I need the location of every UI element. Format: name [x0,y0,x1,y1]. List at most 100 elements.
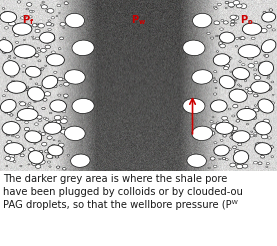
Ellipse shape [223,135,226,137]
Ellipse shape [239,95,243,98]
Ellipse shape [3,37,6,39]
Ellipse shape [43,117,47,119]
Ellipse shape [258,149,261,151]
Ellipse shape [238,143,242,146]
Ellipse shape [236,120,240,122]
Ellipse shape [267,77,270,79]
Ellipse shape [247,25,250,27]
Ellipse shape [220,109,223,111]
Ellipse shape [237,73,240,74]
Ellipse shape [52,144,55,147]
Ellipse shape [36,115,42,119]
Ellipse shape [14,57,16,59]
Ellipse shape [214,142,217,144]
Ellipse shape [254,69,257,71]
Ellipse shape [31,71,34,73]
Ellipse shape [52,51,55,53]
Ellipse shape [255,45,258,47]
Ellipse shape [35,29,40,33]
Ellipse shape [255,143,271,155]
Ellipse shape [228,56,230,58]
Ellipse shape [34,101,36,103]
Ellipse shape [25,66,41,77]
Ellipse shape [42,67,44,69]
Ellipse shape [49,112,52,114]
Ellipse shape [28,55,32,58]
Ellipse shape [62,168,66,170]
Ellipse shape [27,3,32,6]
Ellipse shape [50,100,66,112]
Ellipse shape [253,127,257,129]
Ellipse shape [71,154,90,167]
Ellipse shape [217,3,221,6]
Ellipse shape [271,156,274,157]
Ellipse shape [254,62,258,64]
Ellipse shape [27,87,45,101]
Ellipse shape [47,154,51,156]
Ellipse shape [214,145,229,156]
Ellipse shape [268,87,271,89]
Ellipse shape [24,39,25,40]
Ellipse shape [38,86,42,88]
Ellipse shape [52,84,57,88]
Ellipse shape [254,105,257,106]
Ellipse shape [221,19,224,21]
Ellipse shape [240,86,242,87]
Ellipse shape [228,125,234,129]
Ellipse shape [219,158,221,160]
Ellipse shape [236,163,238,164]
Ellipse shape [20,102,26,106]
Ellipse shape [57,166,60,168]
Ellipse shape [32,162,37,165]
Ellipse shape [35,68,37,69]
Ellipse shape [34,54,39,57]
Ellipse shape [240,155,247,160]
Ellipse shape [60,37,64,40]
Ellipse shape [238,110,245,115]
Ellipse shape [60,22,65,26]
Ellipse shape [4,11,8,14]
Ellipse shape [36,155,40,159]
Ellipse shape [267,100,271,103]
Ellipse shape [266,44,271,47]
Ellipse shape [42,107,45,110]
Ellipse shape [54,71,57,73]
Ellipse shape [26,86,29,88]
Ellipse shape [40,68,43,70]
Ellipse shape [207,75,210,77]
Ellipse shape [216,58,219,60]
Ellipse shape [255,28,261,32]
Ellipse shape [13,87,15,89]
Ellipse shape [235,46,238,47]
Ellipse shape [245,88,249,90]
Ellipse shape [235,79,237,81]
Ellipse shape [14,45,36,58]
Ellipse shape [229,89,247,102]
Ellipse shape [213,54,230,66]
Ellipse shape [20,148,25,151]
Ellipse shape [58,77,63,81]
Ellipse shape [234,150,240,154]
Ellipse shape [28,106,34,110]
Ellipse shape [211,100,227,112]
Ellipse shape [267,25,272,28]
Ellipse shape [220,139,223,141]
Ellipse shape [8,57,11,59]
Ellipse shape [235,22,237,24]
Ellipse shape [272,94,274,95]
Ellipse shape [233,146,237,149]
Ellipse shape [60,119,67,123]
Ellipse shape [269,9,273,11]
Ellipse shape [22,88,27,91]
Ellipse shape [219,58,224,62]
Ellipse shape [227,148,231,151]
Ellipse shape [63,28,65,29]
Ellipse shape [4,27,8,29]
Ellipse shape [39,160,42,162]
Ellipse shape [219,123,222,124]
Ellipse shape [23,15,27,18]
Ellipse shape [261,48,264,50]
Ellipse shape [19,150,22,152]
Ellipse shape [16,136,19,138]
Ellipse shape [233,104,238,108]
